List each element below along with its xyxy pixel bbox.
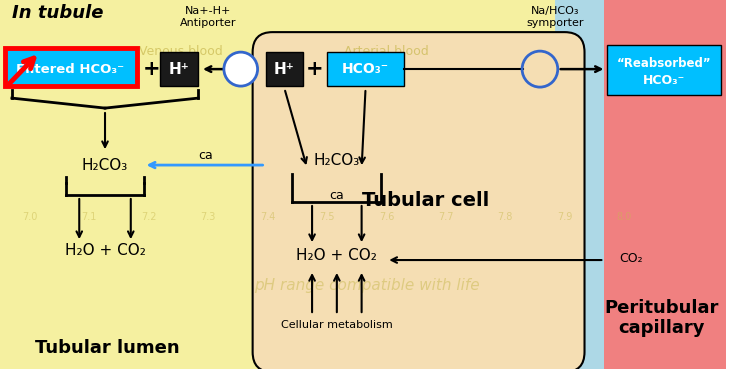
Text: H₂O + CO₂: H₂O + CO₂: [65, 242, 145, 258]
FancyBboxPatch shape: [265, 52, 303, 86]
Text: In tubule: In tubule: [12, 4, 103, 22]
Text: H₂CO₃: H₂CO₃: [82, 158, 128, 173]
Text: 7.2: 7.2: [141, 212, 156, 222]
Text: Cellular metabolism: Cellular metabolism: [281, 320, 393, 330]
Text: HCO₃⁻: HCO₃⁻: [643, 73, 685, 87]
Circle shape: [224, 52, 257, 86]
Text: Arterial blood: Arterial blood: [344, 45, 429, 58]
Text: pH range compatible with life: pH range compatible with life: [254, 278, 479, 293]
Text: Venous blood: Venous blood: [139, 45, 223, 58]
Text: 7.0: 7.0: [22, 212, 37, 222]
Text: Antiporter: Antiporter: [180, 18, 236, 28]
Text: 7.4: 7.4: [259, 212, 275, 222]
Text: 7.1: 7.1: [81, 212, 97, 222]
Text: CO₂: CO₂: [619, 252, 643, 265]
Text: capillary: capillary: [619, 319, 705, 337]
FancyBboxPatch shape: [5, 48, 137, 86]
Text: Peritubular: Peritubular: [605, 299, 719, 317]
Text: ca: ca: [329, 189, 345, 201]
Text: 7.5: 7.5: [319, 212, 335, 222]
Text: 7.7: 7.7: [438, 212, 454, 222]
Text: +: +: [306, 59, 324, 79]
Text: +: +: [143, 59, 161, 79]
Text: HCO₃⁻: HCO₃⁻: [342, 62, 389, 76]
Text: 7.3: 7.3: [200, 212, 216, 222]
Text: H₂CO₃: H₂CO₃: [314, 152, 360, 168]
Text: 8.0: 8.0: [616, 212, 632, 222]
Text: Na/HCO₃: Na/HCO₃: [531, 6, 579, 16]
FancyBboxPatch shape: [161, 52, 198, 86]
Text: 7.6: 7.6: [379, 212, 394, 222]
Text: Tubular lumen: Tubular lumen: [34, 339, 180, 357]
Text: Na+-H+: Na+-H+: [185, 6, 231, 16]
Bar: [604, 0, 726, 369]
Text: ca: ca: [199, 149, 213, 162]
Text: H₂O + CO₂: H₂O + CO₂: [296, 248, 377, 262]
Text: H⁺: H⁺: [169, 62, 190, 77]
Text: 7.8: 7.8: [498, 212, 513, 222]
Text: Tubular cell: Tubular cell: [362, 190, 490, 210]
Text: “Reabsorbed”: “Reabsorbed”: [616, 56, 711, 70]
FancyBboxPatch shape: [327, 52, 404, 86]
Text: Filtered HCO₃⁻: Filtered HCO₃⁻: [16, 63, 125, 76]
FancyBboxPatch shape: [253, 32, 584, 369]
Text: symporter: symporter: [526, 18, 583, 28]
Text: 7.9: 7.9: [557, 212, 572, 222]
Text: H⁺: H⁺: [274, 62, 295, 77]
FancyBboxPatch shape: [608, 45, 721, 95]
Bar: [555, 0, 728, 369]
